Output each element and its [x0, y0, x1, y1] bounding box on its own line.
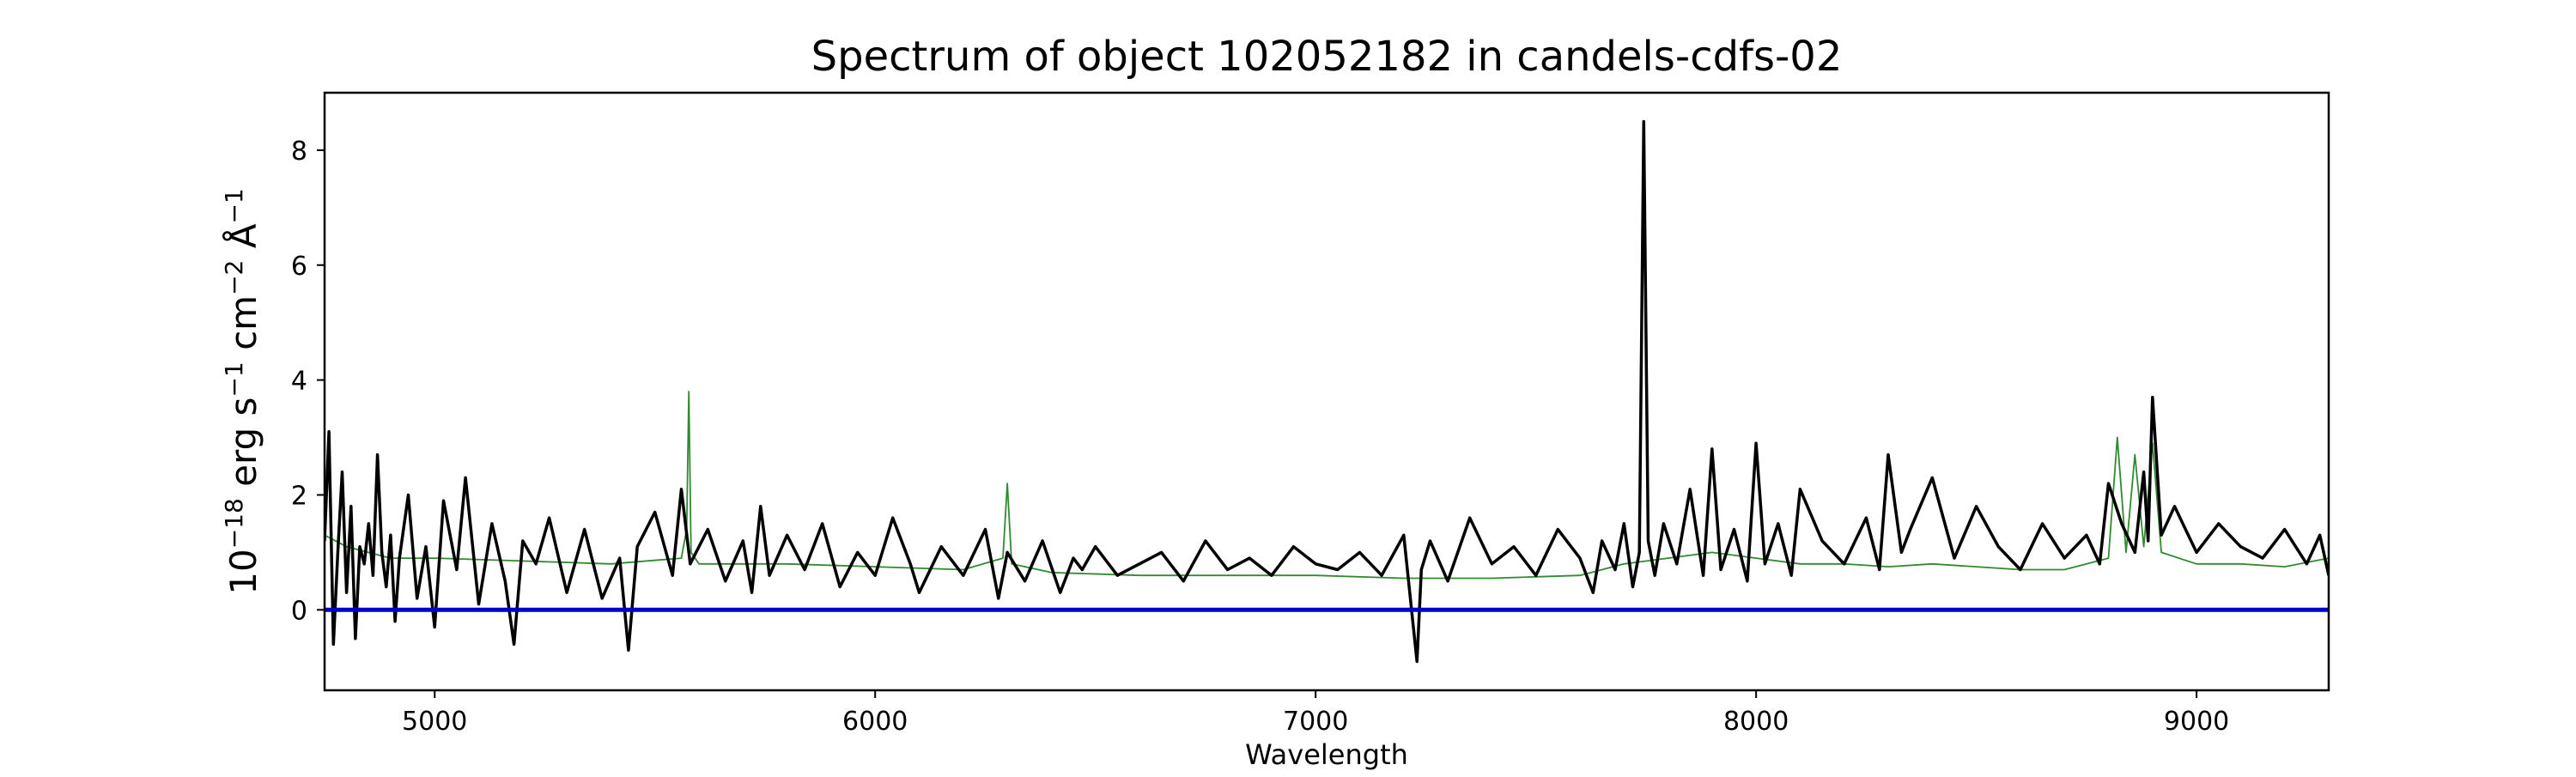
y-label-exp4: −1	[220, 188, 248, 223]
y-tick-label: 4	[291, 367, 307, 397]
y-label-mid1: erg s	[222, 398, 264, 499]
plot-area	[325, 119, 2329, 664]
y-label-mid3: Å	[222, 223, 264, 259]
y-label-exp3: −2	[220, 260, 248, 295]
y-tick-label: 0	[291, 596, 307, 626]
y-axis-label: 10−18 erg s−1 cm−2 Å−1	[220, 188, 265, 594]
y-label-base: 10	[222, 549, 264, 594]
flux-series-line	[325, 119, 2329, 664]
x-tick-label: 5000	[402, 707, 467, 737]
x-tick-label: 7000	[1283, 707, 1348, 737]
x-tick-label: 9000	[2164, 707, 2229, 737]
y-axis: 0 2 4 6 8	[291, 137, 325, 626]
chart-title: Spectrum of object 102052182 in candels-…	[811, 33, 1843, 81]
y-label-exp1: −18	[220, 498, 248, 549]
y-label-exp2: −1	[220, 361, 248, 397]
y-label-mid2: cm	[222, 295, 264, 361]
x-axis: 5000 6000 7000 8000 9000	[402, 690, 2229, 737]
y-tick-label: 6	[291, 252, 307, 282]
plot-frame	[323, 91, 2330, 692]
y-tick-label: 8	[291, 137, 307, 167]
x-axis-label: Wavelength	[1245, 738, 1408, 771]
x-tick-label: 8000	[1723, 707, 1789, 737]
y-tick-label: 2	[291, 481, 307, 511]
x-tick-label: 6000	[842, 707, 908, 737]
